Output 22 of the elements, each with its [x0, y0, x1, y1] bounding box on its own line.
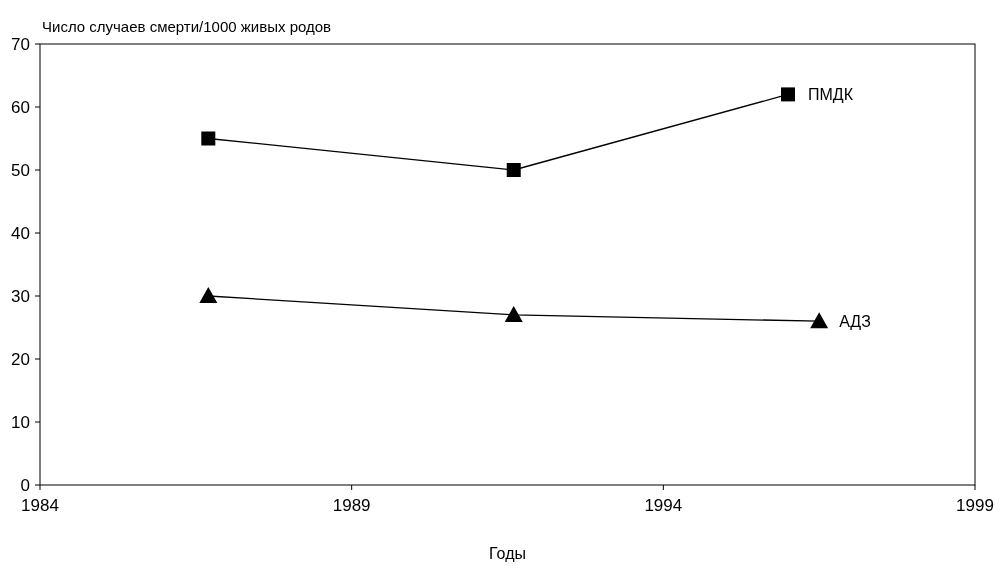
point [504, 305, 523, 322]
y-tick-label: 10 [11, 413, 30, 432]
point [810, 312, 829, 329]
point [199, 287, 218, 303]
x-tick-label: 1989 [332, 496, 371, 515]
point [201, 131, 216, 146]
series-label: ПМДК [808, 86, 854, 104]
x-tick-label: 1994 [644, 496, 683, 515]
y-tick-label: 60 [11, 98, 30, 117]
y-tick-label: 30 [11, 287, 30, 306]
point [506, 163, 521, 177]
series-label: АДЗ [839, 313, 871, 331]
x-axis-title: Годы [489, 545, 526, 562]
x-tick-label: 1984 [21, 496, 59, 515]
y-tick-label: 0 [20, 476, 30, 495]
y-tick-label: 20 [11, 350, 30, 369]
y-tick-label: 40 [11, 224, 30, 243]
y-tick-label: 70 [11, 35, 30, 54]
point [781, 87, 795, 102]
x-tick-label: 1999 [956, 496, 994, 515]
y-tick-label: 50 [11, 161, 30, 180]
y-axis-title: Число случаев смерти/1000 живых родов [42, 18, 332, 35]
